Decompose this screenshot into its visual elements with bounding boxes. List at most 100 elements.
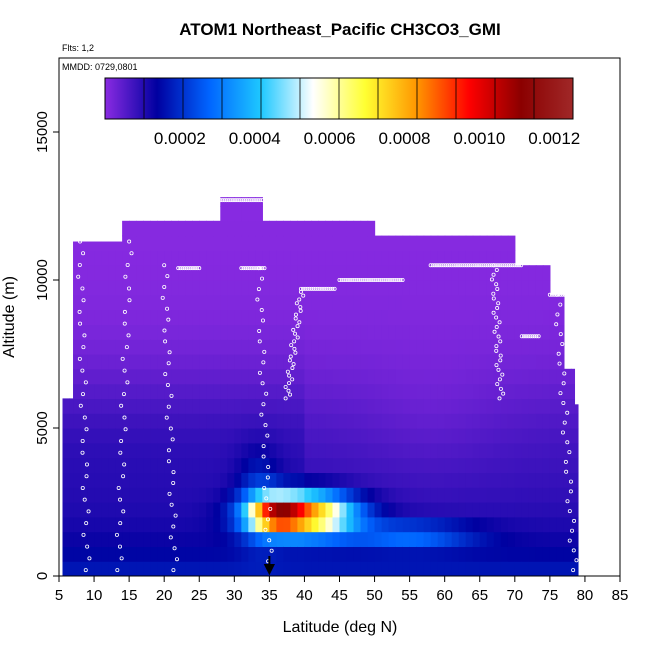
heatmap-cell (556, 457, 565, 473)
heatmap-cell (381, 546, 390, 562)
heatmap-cell (521, 472, 530, 488)
heatmap-cell (122, 487, 130, 503)
heatmap-cell (101, 413, 109, 429)
x-tick-label: 5 (55, 587, 63, 604)
heatmap-cell (423, 561, 432, 576)
x-tick-label: 70 (506, 587, 523, 604)
heatmap-cell (248, 428, 256, 444)
heatmap-cell (430, 428, 439, 444)
heatmap-cell (115, 383, 123, 399)
heatmap-cell (479, 502, 488, 518)
heatmap-cell (206, 235, 214, 251)
heatmap-cell (437, 531, 446, 547)
heatmap-cell (493, 368, 502, 385)
heatmap-cell (255, 368, 263, 385)
heatmap-cell (479, 457, 488, 473)
heatmap-cell (62, 428, 71, 444)
heatmap-cell (269, 516, 277, 533)
heatmap-cell (444, 413, 453, 429)
flight-track-point (305, 286, 310, 291)
flight-track-point (341, 277, 346, 282)
flight-track-point (396, 277, 401, 282)
flight-track-point (298, 308, 303, 313)
heatmap-cell (381, 324, 390, 340)
heatmap-cell (395, 442, 404, 459)
heatmap-cell (62, 398, 71, 414)
heatmap-cell (311, 265, 320, 281)
heatmap-cell (241, 324, 249, 340)
heatmap-cell (304, 561, 313, 576)
heatmap-cell (332, 280, 341, 296)
flight-track-point (80, 485, 85, 490)
heatmap-cell (297, 398, 306, 414)
heatmap-cell (528, 354, 537, 370)
heatmap-cell (479, 250, 488, 266)
flight-track-point (558, 391, 563, 396)
heatmap-cell (465, 368, 474, 385)
heatmap-cell (157, 280, 165, 296)
heatmap-cell (451, 280, 460, 296)
heatmap-cell (206, 309, 214, 325)
flight-track-point (500, 263, 505, 268)
heatmap-cell (80, 354, 88, 370)
heatmap-cell (521, 561, 530, 576)
heatmap-cell (122, 265, 130, 281)
heatmap-cell (297, 354, 306, 370)
heatmap-cell (416, 442, 425, 459)
flight-track-point (257, 339, 262, 344)
heatmap-cell (486, 428, 495, 444)
y-tick-label: 15000 (34, 111, 51, 153)
flight-track-point (249, 198, 254, 203)
heatmap-cell (374, 413, 383, 429)
heatmap-cell (528, 546, 537, 562)
heatmap-cell (150, 442, 158, 459)
heatmap-cell (318, 235, 327, 251)
flight-track-point (470, 263, 475, 268)
heatmap-cell (353, 368, 362, 385)
heatmap-cell (486, 457, 495, 473)
heatmap-cell (479, 354, 488, 370)
heatmap-cell (171, 457, 179, 473)
flight-track-point (118, 521, 123, 526)
heatmap-cell (87, 428, 95, 444)
heatmap-cell (402, 250, 411, 266)
heatmap-cell (318, 487, 327, 503)
heatmap-cell (507, 502, 516, 518)
heatmap-cell (346, 502, 355, 518)
heatmap-cell (574, 457, 579, 473)
flight-track-point (497, 377, 502, 382)
heatmap-cell (444, 516, 453, 533)
heatmap-cell (108, 294, 116, 311)
heatmap-cell (430, 413, 439, 429)
heatmap-cell (262, 309, 270, 325)
heatmap-cell (388, 383, 397, 399)
flight-track-point (498, 386, 503, 391)
flight-track-point (466, 263, 471, 268)
heatmap-cell (416, 354, 425, 370)
heatmap-cell (199, 354, 207, 370)
heatmap-cell (388, 398, 397, 414)
heatmap-cell (500, 309, 509, 325)
heatmap-cell (248, 235, 256, 251)
heatmap-cell (416, 457, 425, 473)
heatmap-cell (409, 324, 418, 340)
heatmap-cell (458, 487, 467, 503)
heatmap-cell (451, 383, 460, 399)
heatmap-cell (451, 294, 460, 311)
heatmap-cell (108, 457, 116, 473)
flight-track-point (118, 497, 123, 502)
heatmap-cell (360, 280, 369, 296)
heatmap-cell (353, 339, 362, 355)
heatmap-cell (269, 383, 277, 399)
heatmap-cell (500, 442, 509, 459)
heatmap-cell (80, 546, 88, 562)
colorbar-tick-label: 0.0010 (453, 129, 505, 148)
heatmap-cell (241, 383, 249, 399)
heatmap-cell (220, 368, 228, 385)
heatmap-cell (507, 487, 516, 503)
heatmap-cell (507, 546, 516, 562)
heatmap-cell (255, 354, 263, 370)
x-tick-label: 30 (226, 587, 243, 604)
heatmap-cell (297, 428, 306, 444)
heatmap-cell (311, 502, 320, 518)
